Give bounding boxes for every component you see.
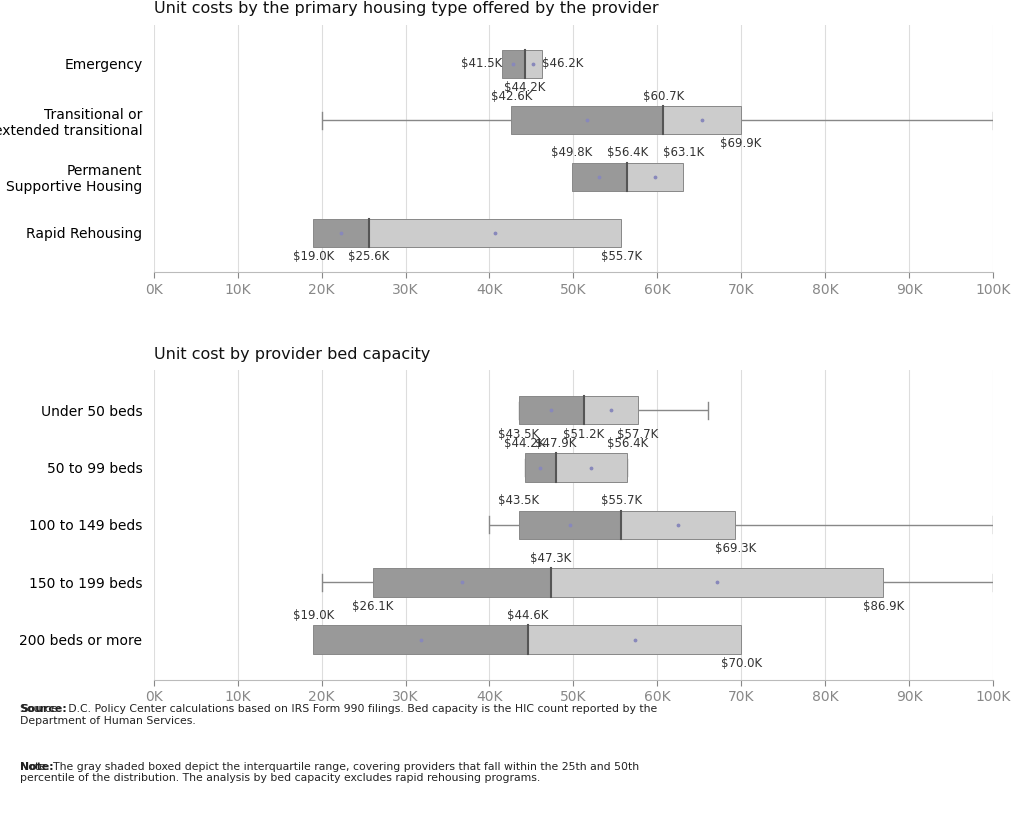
Bar bbox=[519, 510, 622, 539]
Text: Source:: Source: bbox=[20, 704, 68, 714]
Text: Note: The gray shaded boxed depict the interquartile range, covering providers t: Note: The gray shaded boxed depict the i… bbox=[20, 762, 640, 783]
Text: $57.7K: $57.7K bbox=[617, 428, 658, 441]
Text: $86.9K: $86.9K bbox=[862, 600, 904, 613]
Bar bbox=[373, 568, 551, 596]
Bar bbox=[556, 453, 627, 482]
Bar bbox=[571, 162, 627, 191]
Bar bbox=[519, 396, 584, 424]
Text: $44.2K: $44.2K bbox=[504, 81, 546, 94]
Text: $56.4K: $56.4K bbox=[606, 437, 648, 450]
Bar bbox=[524, 453, 556, 482]
Text: $55.7K: $55.7K bbox=[601, 250, 642, 263]
Text: $69.9K: $69.9K bbox=[720, 138, 761, 151]
Text: $26.1K: $26.1K bbox=[352, 600, 393, 613]
Text: $63.1K: $63.1K bbox=[663, 147, 705, 160]
Text: Unit costs by the primary housing type offered by the provider: Unit costs by the primary housing type o… bbox=[154, 2, 658, 16]
Bar bbox=[664, 106, 740, 134]
Text: Unit cost by provider bed capacity: Unit cost by provider bed capacity bbox=[154, 347, 430, 362]
Text: $47.9K: $47.9K bbox=[536, 437, 577, 450]
Text: $43.5K: $43.5K bbox=[499, 428, 540, 441]
Text: $55.7K: $55.7K bbox=[601, 495, 642, 507]
Text: $42.6K: $42.6K bbox=[490, 90, 532, 103]
Bar bbox=[313, 625, 528, 654]
Text: $44.2K: $44.2K bbox=[504, 437, 546, 450]
Text: $44.6K: $44.6K bbox=[508, 609, 549, 622]
Text: $47.3K: $47.3K bbox=[530, 552, 571, 564]
Text: $41.5K: $41.5K bbox=[461, 57, 502, 70]
Bar bbox=[622, 510, 735, 539]
Bar bbox=[524, 50, 542, 78]
Text: $51.2K: $51.2K bbox=[563, 428, 604, 441]
Text: $19.0K: $19.0K bbox=[293, 250, 334, 263]
Text: $46.2K: $46.2K bbox=[542, 57, 583, 70]
Bar bbox=[627, 162, 683, 191]
Text: $43.5K: $43.5K bbox=[499, 495, 540, 507]
Bar bbox=[528, 625, 741, 654]
Bar bbox=[502, 50, 524, 78]
Text: Source:  D.C. Policy Center calculations based on IRS Form 990 filings. Bed capa: Source: D.C. Policy Center calculations … bbox=[20, 704, 657, 726]
Bar bbox=[584, 396, 638, 424]
Bar bbox=[551, 568, 884, 596]
Text: $49.8K: $49.8K bbox=[551, 147, 593, 160]
Text: $69.3K: $69.3K bbox=[715, 542, 756, 555]
Text: $56.4K: $56.4K bbox=[606, 147, 648, 160]
Bar bbox=[313, 219, 369, 247]
Text: $70.0K: $70.0K bbox=[721, 657, 762, 670]
Text: Note:: Note: bbox=[20, 762, 54, 771]
Text: $19.0K: $19.0K bbox=[293, 609, 334, 622]
Text: $60.7K: $60.7K bbox=[643, 90, 684, 103]
Bar bbox=[369, 219, 622, 247]
Text: $25.6K: $25.6K bbox=[348, 250, 389, 263]
Bar bbox=[511, 106, 664, 134]
